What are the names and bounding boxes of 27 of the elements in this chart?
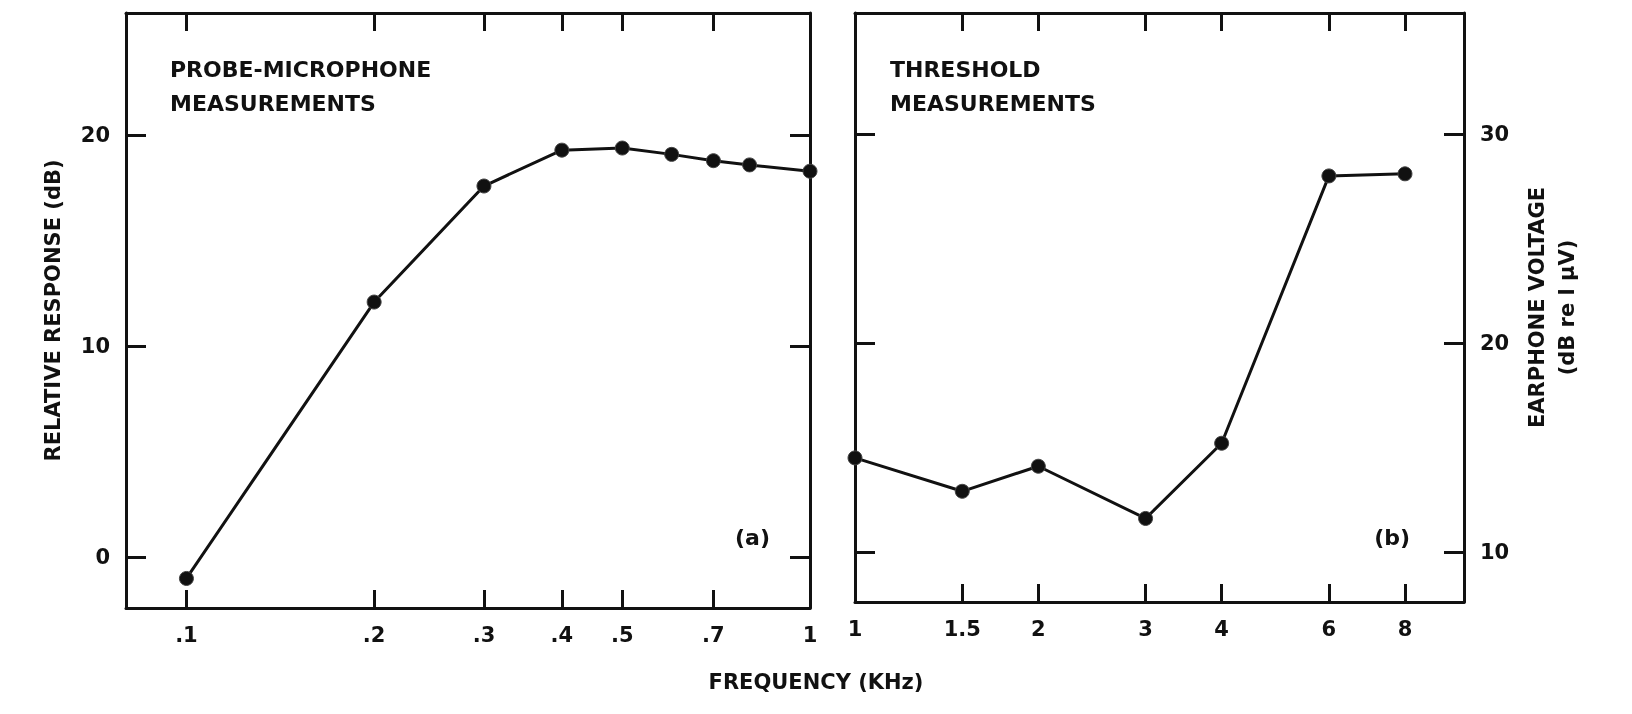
x-tick-label: .2 [362, 622, 386, 647]
y-tick-label: 0 [95, 545, 110, 570]
x-tick-label: 2 [1031, 616, 1046, 641]
x-tick-label: .5 [610, 622, 634, 647]
y2-tick-label: 30 [1480, 122, 1510, 147]
y-axis-title: RELATIVE RESPONSE (dB) [41, 159, 65, 462]
x-tick-label: .7 [702, 622, 725, 647]
x-tick-label: .1 [175, 622, 198, 647]
x-tick-label: 1 [847, 616, 863, 641]
y2-axis-title: EARPHONE VOLTAGE (dB re l μV) [1525, 187, 1579, 428]
y-tick-label: 20 [80, 123, 110, 148]
annotation: THRESHOLD MEASUREMENTS [890, 56, 1096, 116]
x-tick-label: 4 [1214, 616, 1229, 641]
x-tick-label: .3 [472, 622, 496, 647]
y-tick-label: 10 [80, 334, 110, 359]
annotation: (a) [735, 524, 770, 550]
y2-tick-label: 10 [1480, 539, 1510, 564]
x-tick-label: 1 [802, 622, 818, 647]
annotation: PROBE-MICROPHONE MEASUREMENTS [170, 56, 432, 116]
x-tick-label: .4 [550, 622, 574, 647]
annotation: (b) [1374, 524, 1410, 550]
x-tick-label: 6 [1321, 616, 1337, 641]
x-tick-label: 1.5 [943, 616, 981, 641]
x-tick-label: 8 [1397, 616, 1413, 641]
x-tick-label: 3 [1138, 616, 1153, 641]
x-axis-title: FREQUENCY (KHz) [707, 670, 925, 694]
y2-tick-label: 20 [1480, 331, 1510, 356]
